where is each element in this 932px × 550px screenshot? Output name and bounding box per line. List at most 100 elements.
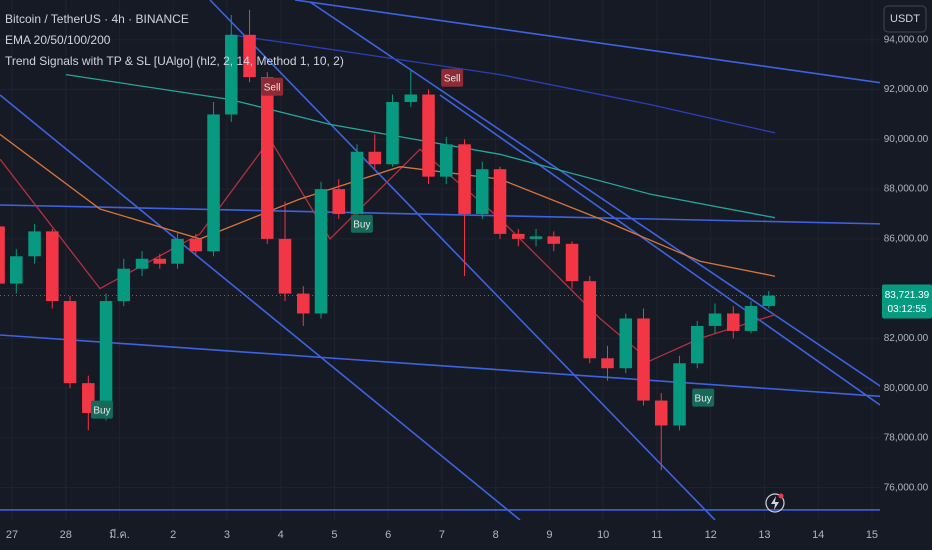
- ema-legend: EMA 20/50/100/200: [5, 33, 111, 47]
- x-tick-label: มี.ค.: [109, 528, 130, 541]
- x-tick-label: 12: [705, 529, 717, 541]
- ema-line: [0, 133, 776, 277]
- x-tick-label: 7: [439, 529, 445, 541]
- time-axis: [0, 520, 932, 550]
- signal-box: [261, 77, 284, 96]
- candle-body: [673, 363, 686, 426]
- x-tick-label: 13: [758, 529, 770, 541]
- plot-area: Buy Sell Buy Sell Buy: [0, 0, 880, 520]
- currency-button[interactable]: [883, 5, 927, 33]
- y-tick-label: 76,000.00: [884, 482, 929, 493]
- candle-body: [314, 189, 328, 314]
- trend-line: [309, 1, 880, 387]
- signal-box: [90, 400, 113, 419]
- x-tick-label: 4: [278, 529, 284, 541]
- candle-body: [261, 77, 274, 239]
- x-tick-label: 6: [385, 529, 391, 541]
- candle-body: [619, 318, 633, 369]
- ema-line: [0, 138, 776, 362]
- candle-body: [601, 358, 614, 369]
- candle-body: [278, 238, 292, 294]
- x-tick-label: 27: [6, 529, 18, 541]
- countdown-label: 03:12:55: [888, 304, 927, 315]
- candle-body: [583, 281, 597, 359]
- signal-box: [441, 68, 464, 87]
- y-tick-label: 90,000.00: [884, 134, 929, 145]
- ema-line: [65, 73, 776, 219]
- price-axis: [880, 0, 932, 550]
- x-tick-label: 14: [812, 529, 824, 541]
- y-tick-label: 86,000.00: [884, 233, 929, 244]
- signal-label: Buy: [695, 393, 712, 404]
- candle-body: [10, 256, 23, 284]
- y-tick-label: 80,000.00: [884, 383, 929, 394]
- y-tick-label: 78,000.00: [884, 433, 929, 444]
- x-tick-label: 3: [224, 529, 230, 541]
- candle-body: [189, 238, 203, 252]
- y-tick-label: 82,000.00: [884, 333, 929, 344]
- candle-body: [350, 151, 364, 214]
- candle-body: [297, 293, 310, 314]
- signal-box: [692, 388, 715, 407]
- x-tick-label: 28: [60, 529, 72, 541]
- candle-body: [135, 258, 149, 269]
- x-tick-label: 9: [546, 529, 552, 541]
- candle-body: [422, 94, 435, 177]
- x-tick-label: 11: [651, 529, 662, 541]
- x-tick-label: 2: [170, 529, 176, 541]
- candle-body: [99, 301, 113, 414]
- candle-body: [637, 318, 650, 401]
- candle-body: [708, 313, 722, 326]
- last-price-box: [882, 284, 932, 319]
- trend-line: [209, 0, 716, 520]
- signal-label: Buy: [353, 219, 370, 230]
- candle-body: [0, 226, 5, 284]
- candle-body: [439, 144, 453, 177]
- x-tick-label: 10: [597, 529, 609, 541]
- candle-body: [117, 268, 131, 302]
- candle-body: [547, 236, 561, 244]
- candle-body: [28, 231, 41, 257]
- candle-body: [332, 189, 346, 214]
- candle-body: [458, 144, 471, 214]
- candle-body: [493, 169, 507, 234]
- alert-icon[interactable]: [765, 493, 785, 513]
- candle-body: [63, 301, 77, 384]
- trend-line: [294, 0, 880, 84]
- y-tick-label: 94,000.00: [884, 34, 929, 45]
- candle-body: [153, 258, 167, 264]
- indicator-legend: Trend Signals with TP & SL [UAlgo] (hl2,…: [5, 54, 344, 68]
- candle-body: [171, 238, 184, 264]
- signal-label: Sell: [444, 73, 461, 84]
- candle-body: [243, 34, 256, 78]
- currency-label[interactable]: USDT: [890, 13, 920, 25]
- trend-line: [0, 334, 880, 398]
- candle-body: [476, 169, 489, 214]
- candle-body: [512, 233, 525, 239]
- y-tick-label: 88,000.00: [884, 184, 929, 195]
- candle-body: [368, 151, 382, 165]
- candle-body: [386, 102, 399, 165]
- candle-body: [207, 114, 220, 252]
- signal-label: Buy: [93, 405, 110, 416]
- trend-line: [439, 94, 880, 406]
- symbol-legend: Bitcoin / TetherUS · 4h · BINANCE: [5, 12, 189, 26]
- trend-line: [0, 94, 521, 520]
- candle-body: [404, 94, 418, 103]
- candle-body: [690, 325, 704, 364]
- candle-body: [654, 400, 668, 426]
- candle-body: [762, 295, 776, 307]
- candle-body: [727, 313, 740, 331]
- x-tick-label: 8: [493, 529, 499, 541]
- signal-label: Sell: [264, 82, 281, 93]
- y-tick-label: 92,000.00: [884, 84, 929, 95]
- x-tick-label: 15: [866, 529, 878, 541]
- signal-box: [350, 214, 373, 233]
- ema-line: [229, 34, 776, 134]
- trend-line: [0, 204, 880, 225]
- candle-body: [529, 236, 543, 239]
- last-price-label: 83,721.39: [885, 290, 930, 301]
